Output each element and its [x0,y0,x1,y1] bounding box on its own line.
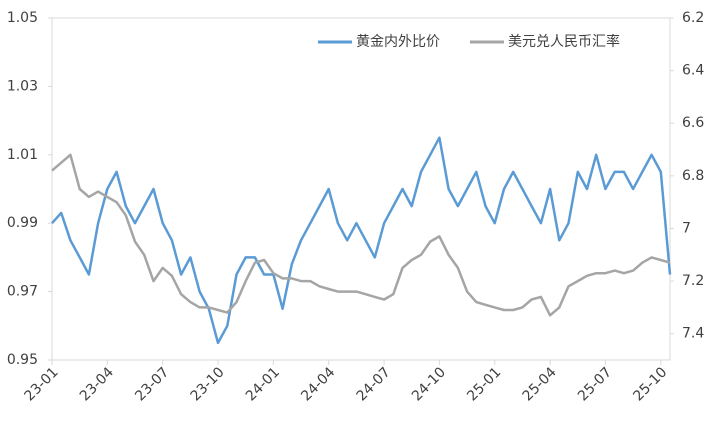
y2-tick-label: 6.8 [682,168,704,184]
y-tick-label: 1.01 [7,147,38,163]
y2-tick-label: 6.2 [682,10,704,26]
x-tick-label: 25-01 [464,364,504,404]
x-tick-label: 24-07 [354,364,394,404]
x-tick-label: 23-10 [188,364,228,404]
y-tick-label: 0.97 [7,284,38,300]
legend-label: 黄金内外比价 [356,33,440,50]
x-tick-label: 24-01 [243,364,283,404]
series-line [51,136,672,345]
x-tick-label: 23-01 [22,364,62,404]
y-tick-label: 1.05 [7,10,38,26]
y-tick-label: 0.99 [7,215,38,231]
x-tick-label: 23-04 [77,364,117,404]
x-tick-label: 25-07 [575,364,615,404]
y2-tick-label: 7 [682,220,691,236]
y2-tick-label: 6.4 [682,63,704,79]
series-line [51,153,671,317]
legend-label: 美元兑人民币汇率 [508,33,620,50]
y2-tick-label: 7.2 [682,273,704,289]
x-tick-label: 24-10 [409,364,449,404]
y-tick-label: 0.95 [7,352,38,368]
x-tick-label: 23-07 [132,364,172,404]
y2-tick-label: 6.6 [682,115,704,131]
y-tick-label: 1.03 [7,78,38,94]
x-tick-label: 24-04 [298,364,338,404]
x-tick-label: 25-10 [630,364,670,404]
y2-tick-label: 7.4 [682,326,704,342]
plot-area [51,17,671,361]
x-tick-label: 25-04 [520,364,560,404]
